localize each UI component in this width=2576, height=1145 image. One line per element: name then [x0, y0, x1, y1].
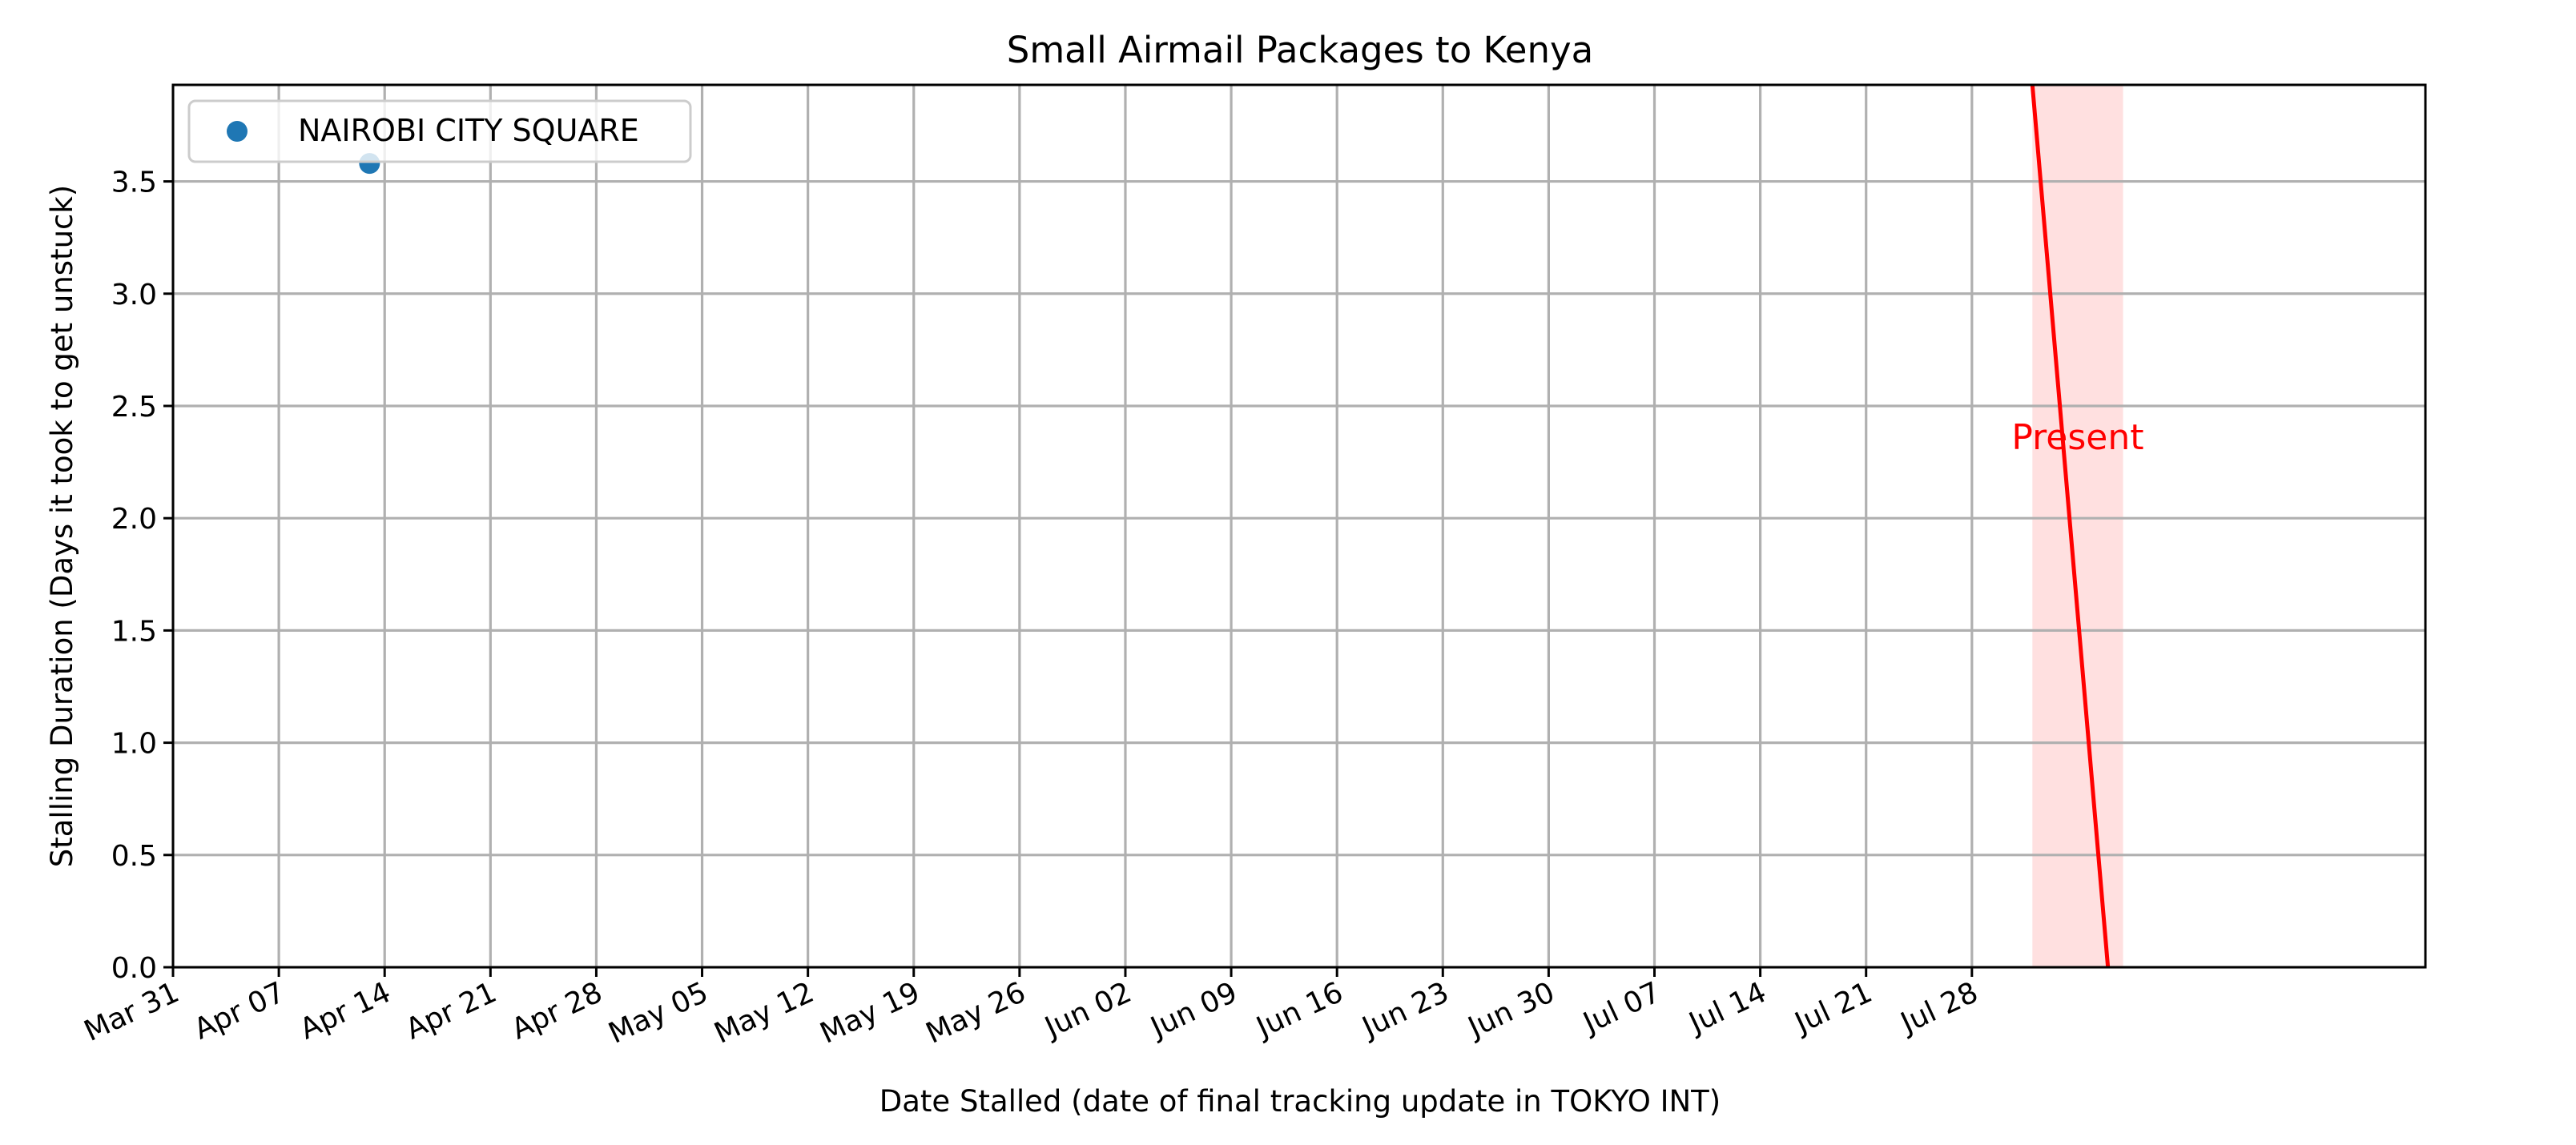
legend-label: NAIROBI CITY SQUARE: [298, 113, 639, 148]
plot-frame: [171, 83, 2427, 969]
y-axis: 0.0 0.5 1.0 1.5 2.0 2.5 3.0 3.5: [111, 167, 173, 985]
present-line: [2030, 84, 2111, 968]
chart-title: Small Airmail Packages to Kenya: [1007, 29, 1593, 71]
y-tick-label: 2.5: [111, 391, 157, 424]
y-tick-label: 1.0: [111, 728, 157, 761]
y-axis-label: Stalling Duration (Days it took to get u…: [45, 185, 79, 867]
legend: NAIROBI CITY SQUARE: [187, 99, 692, 163]
y-tick-label: 0.5: [111, 840, 157, 873]
y-tick-label: 2.0: [111, 503, 157, 536]
y-tick-label: 0.0: [111, 952, 157, 985]
present-label: Present: [2011, 417, 2143, 458]
y-tick-label: 3.0: [111, 279, 157, 311]
present-shade: [2032, 85, 2123, 967]
y-tick-label: 1.5: [111, 615, 157, 648]
legend-box: [187, 99, 692, 163]
x-axis-label: Date Stalled (date of final tracking upd…: [879, 1084, 1721, 1119]
legend-marker: [227, 121, 248, 142]
y-tick-label: 3.5: [111, 167, 157, 199]
